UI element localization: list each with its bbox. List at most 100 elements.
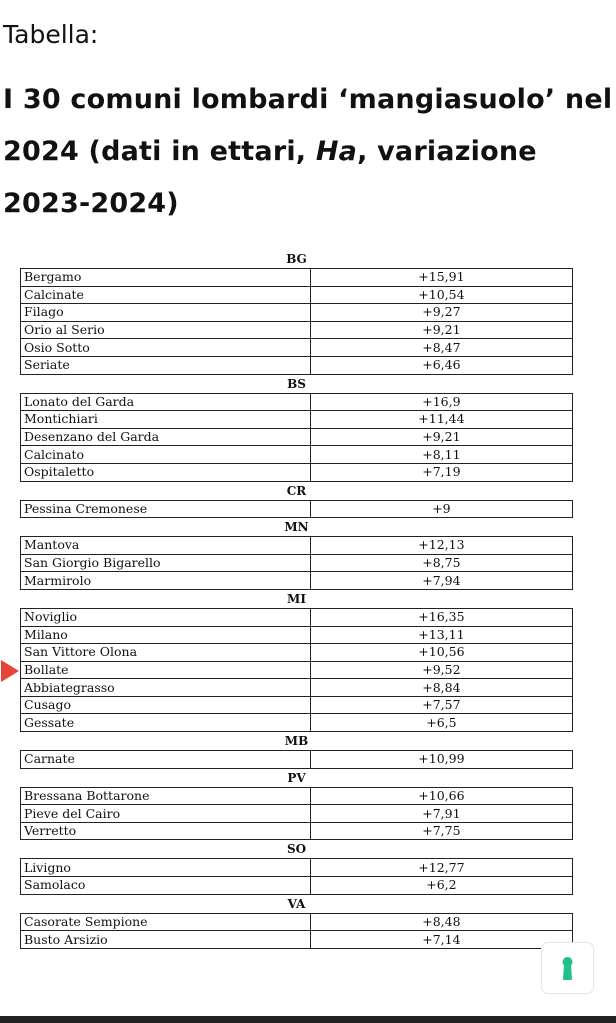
table-row: Abbiategrasso +8,84 [20, 678, 574, 697]
province-table: Lonato del Garda +16,9 Montichiari +11,44 De… [20, 392, 574, 482]
comune-name: Verretto [20, 821, 311, 841]
variation-value: +6,2 [309, 876, 574, 895]
comune-label: Osio Sotto [24, 339, 90, 355]
comune-name: Samolaco [20, 876, 311, 895]
table-row: Seriate +6,46 [20, 355, 574, 375]
comune-name: Calcinato [20, 445, 311, 464]
table-row: Busto Arsizio +7,14 [20, 930, 574, 949]
comune-name: Livigno [20, 858, 311, 878]
lock-button[interactable] [541, 942, 594, 994]
comune-label: Mantova [24, 537, 80, 553]
comune-label: Abbiategrasso [24, 679, 115, 695]
comune-label: Cusago [24, 697, 72, 713]
variation-value: +10,99 [309, 750, 574, 769]
comune-name: Filago [20, 303, 311, 322]
comune-label: Carnate [24, 751, 75, 767]
table-row: Pessina Cremonese +9 [20, 499, 574, 519]
variation-value: +7,57 [309, 695, 574, 715]
table-row: San Giorgio Bigarello +8,75 [20, 553, 574, 573]
comune-label: San Vittore Olona [24, 644, 138, 660]
table-row: Osio Sotto +8,47 [20, 338, 574, 357]
table-row: Ospitaletto +7,19 [20, 462, 574, 482]
comune-label: Desenzano del Garda [24, 429, 160, 445]
province-table: Pessina Cremonese +9 [20, 499, 574, 519]
comune-label: Samolaco [24, 877, 86, 893]
comune-name: Bergamo [20, 268, 311, 287]
comune-name: Pieve del Cairo [20, 804, 311, 823]
comune-name: San Giorgio Bigarello [20, 553, 311, 573]
table-row: Filago +9,27 [20, 303, 574, 322]
keyhole-icon [562, 957, 573, 980]
table-row: Verretto +7,75 [20, 821, 574, 841]
comune-name: Abbiategrasso [20, 678, 311, 697]
variation-value: +16,35 [309, 607, 574, 627]
table-row: Mantova +12,13 [20, 536, 574, 555]
province-header: SO [286, 842, 307, 857]
variation-value: +10,66 [309, 786, 574, 806]
comune-name: Desenzano del Garda [20, 427, 311, 447]
province-header: MN [284, 520, 309, 535]
variation-value: +8,11 [309, 445, 574, 464]
comune-name: Seriate [20, 355, 311, 375]
comune-name: Gessate [20, 713, 311, 733]
variation-value: +12,13 [309, 536, 574, 555]
table-row: Cusago +7,57 [20, 695, 574, 715]
variation-value: +9,21 [309, 427, 574, 447]
variation-value: +13,11 [309, 625, 574, 645]
variation-value: +8,75 [309, 553, 574, 573]
province-header: CR [286, 483, 307, 498]
variation-value: +8,84 [309, 678, 574, 697]
comune-label: Pessina Cremonese [24, 500, 148, 516]
variation-value: +16,9 [309, 392, 574, 412]
comune-label: Milano [24, 626, 68, 642]
table-row: Casorate Sempione +8,48 [20, 912, 574, 932]
comune-name: Osio Sotto [20, 338, 311, 357]
province-table: Casorate Sempione +8,48 Busto Arsizio +7,14 [20, 912, 574, 949]
variation-value: +9,21 [309, 320, 574, 340]
comune-label: Bressana Bottarone [24, 787, 150, 803]
province-header: MI [287, 591, 306, 606]
page-title: I 30 comuni lombardi ‘mangiasuolo’ nel 2… [3, 74, 613, 230]
comune-label: Ospitaletto [24, 464, 95, 480]
comune-label: Busto Arsizio [24, 931, 108, 947]
comune-name: Carnate [20, 750, 311, 769]
table-row: Carnate +10,99 [20, 750, 574, 769]
comune-name: Casorate Sempione [20, 912, 311, 932]
comune-label: Verretto [24, 823, 77, 839]
table-row: Bressana Bottarone +10,66 [20, 786, 574, 806]
table-row: Noviglio +16,35 [20, 607, 574, 627]
province-header: BS [287, 376, 306, 391]
table-row: Samolaco +6,2 [20, 876, 574, 895]
title-unit: Ha [315, 136, 358, 167]
comune-name: Noviglio [20, 607, 311, 627]
variation-value: +7,19 [309, 462, 574, 482]
variation-value: +8,47 [309, 338, 574, 357]
variation-value: +15,91 [309, 268, 574, 287]
variation-value: +12,77 [309, 858, 574, 878]
variation-value: +6,46 [309, 355, 574, 375]
comune-label: Marmirolo [24, 572, 92, 588]
comune-label: Filago [24, 304, 64, 320]
comune-label: Bollate [24, 661, 69, 677]
table-row: Bergamo +15,91 [20, 268, 574, 287]
highlight-arrow-icon [1, 659, 19, 682]
variation-value: +11,44 [309, 410, 574, 429]
comune-name: Marmirolo [20, 571, 311, 590]
comune-label: San Giorgio Bigarello [24, 555, 161, 571]
comune-name: Bollate [1, 659, 311, 682]
province-header: PV [287, 770, 306, 785]
variation-value: +9,52 [309, 660, 574, 680]
table-row: Gessate +6,5 [20, 713, 574, 733]
comune-name: Calcinate [20, 285, 311, 305]
comune-label: Pieve del Cairo [24, 805, 121, 821]
table-row: Livigno +12,77 [20, 858, 574, 878]
variation-value: +8,48 [309, 912, 574, 932]
table-row: Calcinate +10,54 [20, 285, 574, 305]
province-tables: BG Bergamo +15,91 Calcinate +10,54 Filago +9,2… [1, 250, 574, 949]
section-label: Tabella: [3, 20, 99, 49]
table-row: Milano +13,11 [20, 625, 574, 645]
variation-value: +10,56 [309, 643, 574, 662]
table-row: Orio al Serio +9,21 [20, 320, 574, 340]
table-row: Marmirolo +7,94 [20, 571, 574, 590]
comune-name: Pessina Cremonese [20, 499, 311, 519]
